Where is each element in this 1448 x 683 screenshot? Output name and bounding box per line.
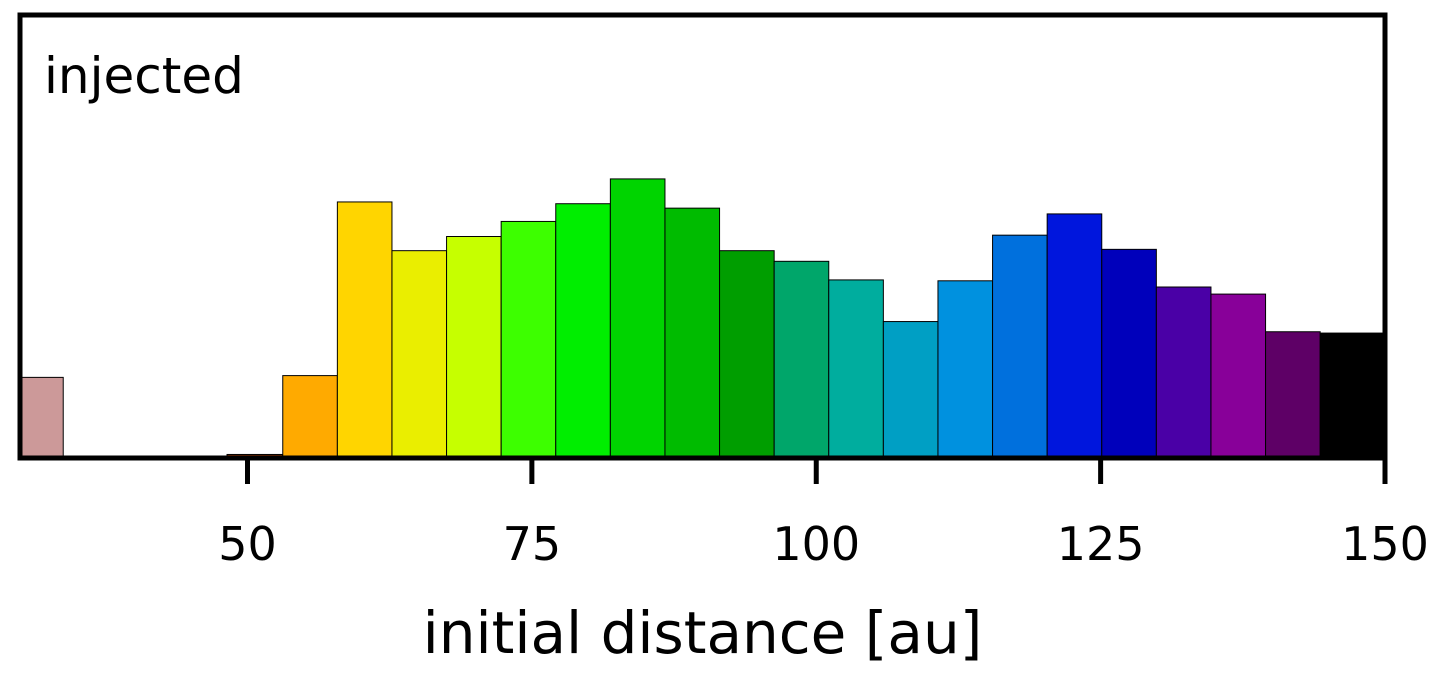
histogram-bar — [1101, 248, 1157, 459]
x-tick-label: 100 — [772, 517, 860, 571]
histogram-bar — [282, 375, 338, 459]
histogram-bar — [719, 250, 775, 459]
panel-label: injected — [44, 47, 244, 105]
x-tick-label: 125 — [1057, 517, 1145, 571]
histogram-bar — [664, 207, 721, 459]
histogram-bar — [1046, 213, 1103, 459]
histogram-bar — [555, 203, 611, 459]
histogram-bar — [773, 260, 830, 459]
histogram-bar — [446, 236, 502, 459]
histogram-bar — [391, 250, 448, 459]
histogram-bar — [1265, 331, 1321, 459]
x-tick-label: 50 — [218, 517, 277, 571]
histogram-bar — [1210, 293, 1267, 459]
histogram-bar — [937, 280, 994, 459]
x-tick-label: 150 — [1341, 517, 1429, 571]
histogram-bar — [19, 376, 64, 459]
x-tick-label: 75 — [503, 517, 562, 571]
histogram-bar — [828, 279, 884, 459]
plot-frame — [17, 12, 1388, 461]
histogram-bars — [19, 178, 1386, 459]
histogram-bar — [609, 178, 666, 459]
histogram-bar — [992, 234, 1048, 459]
histogram-bar — [882, 321, 939, 459]
x-axis-label: initial distance [au] — [423, 599, 983, 667]
histogram-bar — [1319, 332, 1386, 459]
histogram-bar — [500, 220, 557, 459]
x-axis-ticks: 50 75 100 125 150 — [218, 458, 1429, 571]
histogram-bar — [1155, 286, 1212, 459]
histogram-bar — [336, 201, 393, 459]
